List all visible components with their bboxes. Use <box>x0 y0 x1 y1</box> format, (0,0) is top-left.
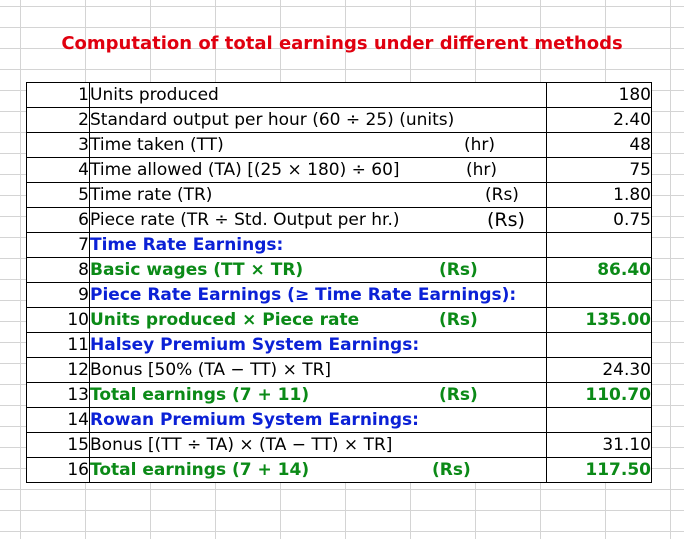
row-description[interactable]: Basic wages (TT × TR) (Rs) <box>89 257 547 283</box>
description-text: Total earnings (7 + 14) <box>90 460 310 480</box>
row-number[interactable]: 5 <box>26 182 90 208</box>
table-row: 14 Rowan Premium System Earnings: <box>26 407 652 433</box>
row-number[interactable]: 14 <box>26 407 90 433</box>
row-number[interactable]: 4 <box>26 157 90 183</box>
row-number[interactable]: 7 <box>26 232 90 258</box>
row-description[interactable]: Rowan Premium System Earnings: <box>89 407 547 433</box>
row-description[interactable]: Time Rate Earnings: <box>89 232 547 258</box>
unit-label: (Rs) <box>439 310 478 330</box>
description-text: Bonus [(TT ÷ TA) × (TA − TT) × TR] <box>90 435 393 455</box>
row-number[interactable]: 2 <box>26 107 90 133</box>
sheet-title: Computation of total earnings under diff… <box>61 33 623 54</box>
description-text: Units produced <box>90 85 219 105</box>
unit-label: (Rs) <box>487 209 525 231</box>
row-number[interactable]: 15 <box>26 432 90 458</box>
section-heading: Time Rate Earnings: <box>90 235 284 255</box>
table-row: 3 Time taken (TT) (hr) 48 <box>26 132 652 158</box>
unit-label: (hr) <box>464 135 496 155</box>
section-heading: Piece Rate Earnings (≥ Time Rate Earning… <box>90 285 517 305</box>
unit-label: (Rs) <box>439 385 478 405</box>
row-number[interactable]: 10 <box>26 307 90 333</box>
row-description[interactable]: Units produced × Piece rate (Rs) <box>89 307 547 333</box>
section-heading: Halsey Premium System Earnings: <box>90 335 420 355</box>
table-row: 15 Bonus [(TT ÷ TA) × (TA − TT) × TR] 31… <box>26 432 652 458</box>
row-value[interactable]: 24.30 <box>546 357 652 383</box>
row-value[interactable]: 31.10 <box>546 432 652 458</box>
row-number[interactable]: 12 <box>26 357 90 383</box>
row-number[interactable]: 16 <box>26 457 90 483</box>
description-text: Time rate (TR) <box>90 185 213 205</box>
row-value[interactable] <box>546 282 652 308</box>
row-description[interactable]: Time rate (TR) (Rs) <box>89 182 547 208</box>
description-text: Total earnings (7 + 11) <box>90 385 310 405</box>
unit-label: (Rs) <box>439 260 478 280</box>
row-value[interactable]: 1.80 <box>546 182 652 208</box>
row-value[interactable]: 48 <box>546 132 652 158</box>
description-text: Bonus [50% (TA − TT) × TR] <box>90 360 332 380</box>
table-row: 13 Total earnings (7 + 11) (Rs) 110.70 <box>26 382 652 408</box>
table-row: 8 Basic wages (TT × TR) (Rs) 86.40 <box>26 257 652 283</box>
row-value[interactable]: 135.00 <box>546 307 652 333</box>
earnings-table: 1 Units produced 180 2 Standard output p… <box>26 82 652 483</box>
row-value[interactable] <box>546 232 652 258</box>
row-number[interactable]: 3 <box>26 132 90 158</box>
row-value[interactable]: 86.40 <box>546 257 652 283</box>
row-number[interactable]: 1 <box>26 82 90 108</box>
row-description[interactable]: Piece rate (TR ÷ Std. Output per hr.) (Rs… <box>89 207 547 233</box>
row-description[interactable]: Time allowed (TA) [(25 × 180) ÷ 60] (hr) <box>89 157 547 183</box>
table-row: 10 Units produced × Piece rate (Rs) 135.0… <box>26 307 652 333</box>
row-number[interactable]: 13 <box>26 382 90 408</box>
row-description[interactable]: Standard output per hour (60 ÷ 25) (unit… <box>89 107 547 133</box>
table-row: 9 Piece Rate Earnings (≥ Time Rate Earni… <box>26 282 652 308</box>
row-description[interactable]: Bonus [50% (TA − TT) × TR] <box>89 357 547 383</box>
table-row: 4 Time allowed (TA) [(25 × 180) ÷ 60] (hr… <box>26 157 652 183</box>
row-number[interactable]: 9 <box>26 282 90 308</box>
row-description[interactable]: Total earnings (7 + 11) (Rs) <box>89 382 547 408</box>
row-value[interactable]: 0.75 <box>546 207 652 233</box>
table-row: 12 Bonus [50% (TA − TT) × TR] 24.30 <box>26 357 652 383</box>
description-text: Piece rate (TR ÷ Std. Output per hr.) <box>90 210 400 230</box>
description-text: Basic wages (TT × TR) <box>90 260 304 280</box>
row-description[interactable]: Piece Rate Earnings (≥ Time Rate Earning… <box>89 282 547 308</box>
row-value[interactable]: 2.40 <box>546 107 652 133</box>
table-row: 11 Halsey Premium System Earnings: <box>26 332 652 358</box>
row-description[interactable]: Total earnings (7 + 14) (Rs) <box>89 457 547 483</box>
description-text: Time allowed (TA) [(25 × 180) ÷ 60] <box>90 160 400 180</box>
unit-label: (Rs) <box>432 460 471 480</box>
table-row: 5 Time rate (TR) (Rs) 1.80 <box>26 182 652 208</box>
row-value[interactable]: 180 <box>546 82 652 108</box>
table-row: 7 Time Rate Earnings: <box>26 232 652 258</box>
row-number[interactable]: 11 <box>26 332 90 358</box>
unit-label: (hr) <box>466 160 498 180</box>
table-row: 16 Total earnings (7 + 14) (Rs) 117.50 <box>26 457 652 483</box>
table-row: 2 Standard output per hour (60 ÷ 25) (un… <box>26 107 652 133</box>
table-row: 1 Units produced 180 <box>26 82 652 108</box>
description-text: Standard output per hour (60 ÷ 25) (unit… <box>90 110 455 130</box>
row-description[interactable]: Time taken (TT) (hr) <box>89 132 547 158</box>
row-value[interactable] <box>546 332 652 358</box>
row-number[interactable]: 6 <box>26 207 90 233</box>
description-text: Units produced × Piece rate <box>90 310 360 330</box>
row-value[interactable]: 75 <box>546 157 652 183</box>
row-value[interactable]: 110.70 <box>546 382 652 408</box>
unit-label: (Rs) <box>485 185 519 205</box>
row-description[interactable]: Halsey Premium System Earnings: <box>89 332 547 358</box>
table-row: 6 Piece rate (TR ÷ Std. Output per hr.) (… <box>26 207 652 233</box>
section-heading: Rowan Premium System Earnings: <box>90 410 419 430</box>
row-value[interactable]: 117.50 <box>546 457 652 483</box>
row-description[interactable]: Units produced <box>89 82 547 108</box>
row-description[interactable]: Bonus [(TT ÷ TA) × (TA − TT) × TR] <box>89 432 547 458</box>
description-text: Time taken (TT) <box>90 135 224 155</box>
row-value[interactable] <box>546 407 652 433</box>
row-number[interactable]: 8 <box>26 257 90 283</box>
